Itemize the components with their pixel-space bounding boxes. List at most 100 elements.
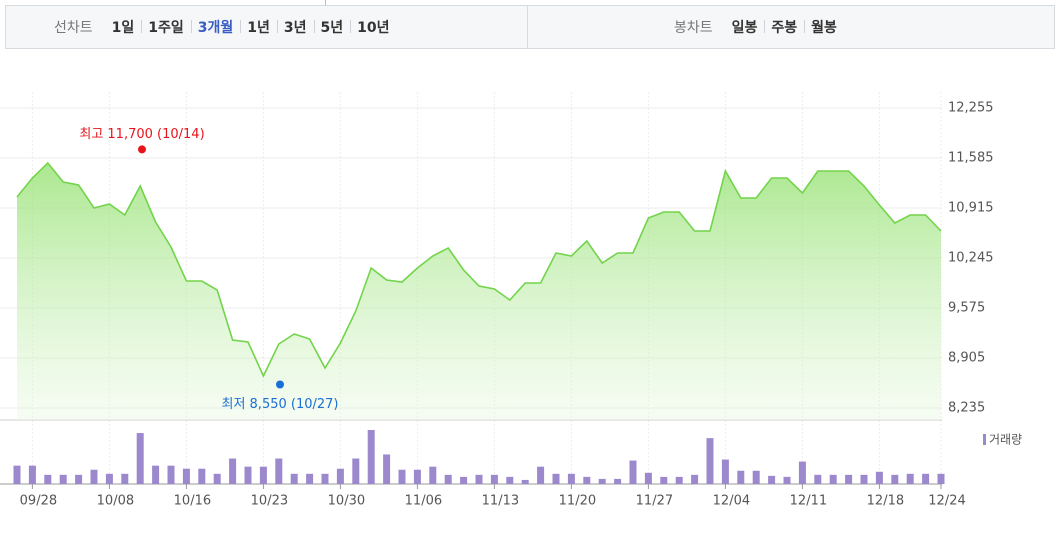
volume-bar (244, 466, 252, 484)
y-tick-label: 9,575 (948, 301, 985, 316)
volume-bar (475, 474, 483, 484)
y-tick-label: 8,235 (948, 401, 985, 416)
x-tick-label: 10/23 (251, 494, 288, 509)
volume-bar (398, 469, 406, 484)
volume-bar (13, 465, 21, 484)
x-tick-label: 10/30 (328, 494, 365, 509)
volume-bar (660, 476, 668, 484)
annotation-label: 최고 11,700 (10/14) (79, 127, 204, 142)
x-tick-label: 11/20 (559, 494, 596, 509)
volume-bar (891, 474, 899, 484)
volume-bar (768, 475, 776, 484)
volume-bar (321, 473, 329, 484)
volume-bar (59, 474, 67, 484)
line-chart-tabs: 선차트 1일 1주일 3개월 1년 3년 5년 10년 (6, 6, 528, 48)
tab-group-label: 봉차트 (674, 20, 713, 36)
volume-bar (167, 465, 175, 484)
volume-bar (814, 474, 822, 484)
volume-bar (198, 468, 206, 484)
x-tick-label: 12/18 (867, 494, 904, 509)
volume-bar (105, 473, 113, 484)
volume-bar (521, 479, 529, 484)
volume-bar (552, 473, 560, 484)
volume-bar (675, 476, 683, 484)
volume-bar (706, 438, 714, 484)
y-tick-label: 10,915 (948, 201, 994, 216)
volume-bar (614, 478, 622, 484)
volume-bar (506, 476, 514, 484)
tab-group-label: 선차트 (54, 20, 93, 36)
volume-bar (798, 461, 806, 484)
tab[interactable]: 10년 (350, 17, 396, 37)
volume-bar (845, 474, 853, 484)
annotation-dot (276, 380, 284, 389)
tab[interactable]: 3년 (276, 17, 314, 37)
volume-bar (737, 470, 745, 484)
legend-label: 거래량 (989, 433, 1022, 447)
volume-bar (906, 473, 914, 484)
volume-bar (829, 474, 837, 484)
volume-bar (629, 460, 637, 484)
tab[interactable]: 주봉 (764, 17, 804, 37)
volume-bar (783, 476, 791, 484)
y-tick-label: 10,245 (948, 251, 994, 266)
y-tick-label: 11,585 (948, 151, 994, 166)
volume-bar (367, 430, 375, 484)
annotation-label: 최저 8,550 (10/27) (221, 397, 338, 412)
volume-bar (121, 473, 129, 484)
y-tick-label: 8,905 (948, 351, 985, 366)
volume-bar (413, 469, 421, 484)
area-fill (17, 163, 941, 420)
volume-bar (644, 472, 652, 484)
tab[interactable]: 1년 (240, 17, 277, 37)
annotation-dot (138, 145, 146, 154)
volume-bar (460, 476, 468, 484)
volume-bar (306, 473, 314, 484)
volume-bar (583, 476, 591, 484)
x-tick-label: 10/16 (174, 494, 211, 509)
volume-bar (152, 465, 160, 484)
x-tick-label: 11/13 (482, 494, 519, 509)
tab[interactable]: 5년 (313, 17, 351, 37)
volume-bar (290, 473, 298, 484)
volume-bar (598, 478, 606, 484)
y-tick-label: 12,255 (948, 101, 994, 116)
volume-bar (937, 473, 945, 484)
volume-bar (136, 433, 144, 484)
x-tick-label: 12/11 (790, 494, 827, 509)
x-tick-label: 11/06 (405, 494, 442, 509)
tab[interactable]: 월봉 (804, 17, 844, 37)
volume-bar (429, 466, 437, 484)
candle-chart-tabs: 봉차트 일봉 주봉 월봉 (528, 6, 844, 48)
volume-bar (490, 474, 498, 484)
volume-bar (383, 454, 391, 484)
tab[interactable]: 1일 (111, 20, 135, 36)
volume-bar (875, 471, 883, 484)
volume-bar (860, 474, 868, 484)
volume-bar (229, 458, 237, 484)
volume-bar (259, 466, 267, 484)
x-tick-label: 12/04 (713, 494, 750, 509)
legend-swatch (983, 434, 986, 445)
divider (325, 0, 326, 5)
volume-bar (182, 468, 190, 484)
volume-bar (537, 466, 545, 484)
tab[interactable]: 3개월 (190, 17, 241, 37)
volume-bar (90, 469, 98, 484)
tab[interactable]: 1주일 (141, 17, 191, 37)
tab[interactable]: 일봉 (731, 20, 758, 36)
x-tick-label: 09/28 (20, 494, 57, 509)
volume-bar (721, 459, 729, 484)
volume-bar (567, 473, 575, 484)
volume-bar (28, 465, 36, 484)
volume-bar (352, 458, 360, 484)
x-tick-label: 11/27 (636, 494, 673, 509)
tab-bar: 선차트 1일 1주일 3개월 1년 3년 5년 10년 봉차트 일봉 주봉 월봉 (5, 5, 1055, 49)
volume-bar (213, 473, 221, 484)
volume-bar (336, 468, 344, 484)
volume-bar (691, 474, 699, 484)
volume-bar (75, 474, 83, 484)
x-tick-label: 10/08 (97, 494, 134, 509)
